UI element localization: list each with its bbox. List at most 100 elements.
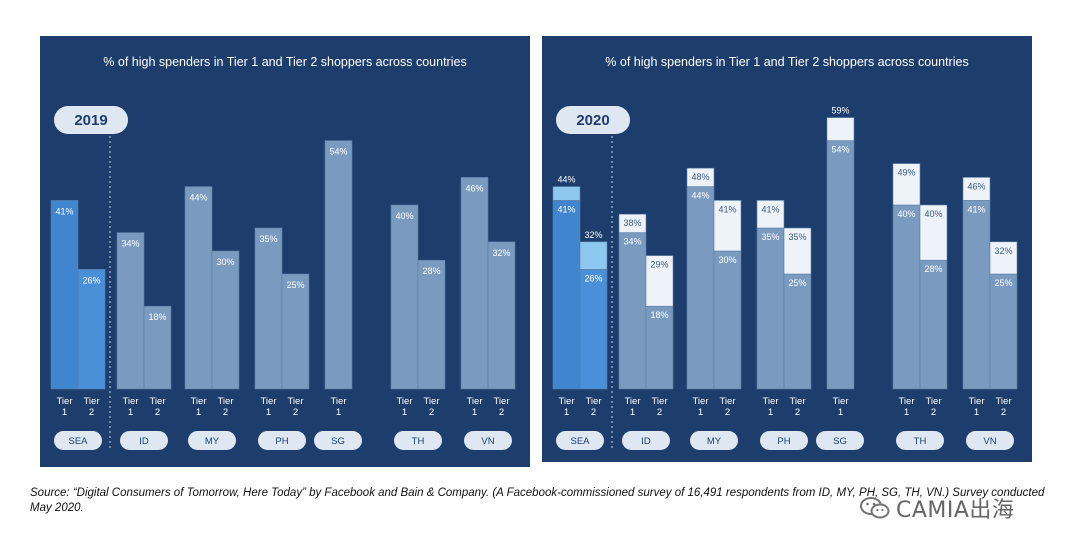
country-label-my-2019: MY — [205, 436, 220, 447]
tier-number-sea-tier2-2020: 2 — [591, 407, 596, 418]
bar-label-ph-tier1-2020: 41% — [761, 204, 779, 214]
bar-increase-my-tier2-2020 — [713, 200, 742, 252]
tier-number-my-tier1-2020: 1 — [698, 407, 703, 418]
country-label-sea-2020: SEA — [570, 436, 590, 447]
country-label-th-2019: TH — [412, 436, 425, 447]
country-pill-sg-2020 — [816, 431, 864, 450]
tier-label-ph-tier1-2020: Tier — [762, 396, 778, 407]
tier-number-id-tier2-2019: 2 — [155, 407, 160, 418]
bar-ph-tier1-2019 — [254, 227, 283, 390]
bar-label-my-tier2-2020: 41% — [718, 204, 736, 214]
tier-number-vn-tier1-2020: 1 — [974, 407, 979, 418]
bar-increase-vn-tier2-2020 — [989, 241, 1018, 275]
bar-label-sea-tier1-2019: 41% — [55, 206, 73, 216]
bar-2019-part-ph-tier2-2020 — [783, 273, 812, 390]
country-pill-th-2020 — [896, 431, 944, 450]
tier-number-ph-tier1-2019: 1 — [266, 407, 271, 418]
country-pill-th-2019 — [394, 431, 442, 450]
bar-label-th-tier1-2019: 40% — [395, 211, 413, 221]
tier-number-vn-tier2-2019: 2 — [499, 407, 504, 418]
bar-label-2019-sea-tier2-2020: 26% — [584, 273, 602, 283]
tier-label-th-tier1-2019: Tier — [396, 396, 412, 407]
watermark-text: CAMIA出海 — [896, 498, 1015, 523]
tier-label-id-tier2-2019: Tier — [149, 396, 165, 407]
tier-number-sea-tier2-2019: 2 — [89, 407, 94, 418]
chart-panel-2019: % of high spenders in Tier 1 and Tier 2 … — [40, 36, 530, 467]
country-pill-sea-2020 — [556, 431, 604, 450]
tier-label-vn-tier1-2019: Tier — [466, 396, 482, 407]
wechat-icon — [860, 497, 890, 519]
tier-number-sg-tier1-2020: 1 — [838, 407, 843, 418]
tier-number-ph-tier2-2020: 2 — [795, 407, 800, 418]
country-pill-my-2019 — [188, 431, 236, 450]
bar-label-id-tier1-2019: 34% — [121, 239, 139, 249]
bar-label-2019-sg-tier1-2020: 54% — [831, 145, 849, 155]
bar-increase-vn-tier1-2020 — [962, 177, 991, 201]
country-label-ph-2020: PH — [777, 436, 790, 447]
country-label-ph-2019: PH — [275, 436, 288, 447]
tier-label-my-tier1-2019: Tier — [190, 396, 206, 407]
source-note: Source: “Digital Consumers of Tomorrow, … — [30, 487, 1045, 514]
country-pill-ph-2019 — [258, 431, 306, 450]
bar-label-vn-tier1-2019: 46% — [465, 183, 483, 193]
tier-label-my-tier2-2020: Tier — [719, 396, 735, 407]
bar-label-2019-th-tier1-2020: 40% — [897, 209, 915, 219]
bar-my-tier1-2019 — [184, 186, 213, 390]
bar-label-sg-tier1-2019: 54% — [329, 147, 347, 157]
bar-2019-part-sg-tier1-2020 — [826, 140, 855, 390]
bar-vn-tier1-2019 — [460, 177, 489, 390]
bar-label-2019-ph-tier1-2020: 35% — [761, 232, 779, 242]
tier-label-sea-tier2-2020: Tier — [585, 396, 601, 407]
tier-number-my-tier2-2019: 2 — [223, 407, 228, 418]
bar-2019-part-id-tier2-2020 — [645, 305, 674, 390]
bar-2019-part-vn-tier1-2020 — [962, 200, 991, 390]
country-pill-vn-2019 — [464, 431, 512, 450]
bar-sea-tier2-2019 — [77, 269, 106, 390]
bar-increase-ph-tier1-2020 — [756, 200, 785, 229]
tier-number-my-tier2-2020: 2 — [725, 407, 730, 418]
chart-2019: % of high spenders in Tier 1 and Tier 2 … — [50, 55, 516, 451]
year-pill-2020 — [556, 106, 630, 134]
bar-label-my-tier1-2019: 44% — [189, 193, 207, 203]
tier-number-ph-tier1-2020: 1 — [768, 407, 773, 418]
bar-2019-part-th-tier1-2020 — [892, 204, 921, 390]
tier-number-my-tier1-2019: 1 — [196, 407, 201, 418]
bar-label-vn-tier1-2020: 46% — [967, 181, 985, 191]
country-label-sea-2019: SEA — [68, 436, 88, 447]
tier-label-vn-tier1-2020: Tier — [968, 396, 984, 407]
bar-increase-sea-tier1-2020 — [552, 186, 581, 201]
bar-2019-part-my-tier2-2020 — [713, 250, 742, 390]
bar-label-th-tier2-2020: 40% — [924, 209, 942, 219]
chart-2020: % of high spenders in Tier 1 and Tier 2 … — [552, 55, 1018, 451]
bar-label-ph-tier1-2019: 35% — [259, 234, 277, 244]
tier-number-id-tier1-2020: 1 — [630, 407, 635, 418]
bar-label-2019-id-tier1-2020: 34% — [623, 237, 641, 247]
tier-label-sg-tier1-2019: Tier — [330, 396, 346, 407]
tier-number-vn-tier2-2020: 2 — [1001, 407, 1006, 418]
bar-increase-th-tier1-2020 — [892, 163, 921, 206]
country-pill-sg-2019 — [314, 431, 362, 450]
bar-vn-tier2-2019 — [487, 241, 516, 390]
tier-number-th-tier2-2019: 2 — [429, 407, 434, 418]
country-label-my-2020: MY — [707, 436, 722, 447]
country-label-sg-2019: SG — [331, 436, 345, 447]
tier-label-sea-tier2-2019: Tier — [83, 396, 99, 407]
bar-2019-part-vn-tier2-2020 — [989, 273, 1018, 390]
tier-number-id-tier1-2019: 1 — [128, 407, 133, 418]
country-label-sg-2020: SG — [833, 436, 847, 447]
bar-label-th-tier2-2019: 28% — [422, 266, 440, 276]
tier-label-id-tier2-2020: Tier — [651, 396, 667, 407]
bar-increase-sea-tier2-2020 — [579, 241, 608, 270]
bar-label-ph-tier2-2019: 25% — [286, 280, 304, 290]
bar-label-sea-tier1-2020: 44% — [557, 175, 575, 185]
bar-label-id-tier2-2020: 29% — [650, 260, 668, 270]
bar-label-2019-th-tier2-2020: 28% — [924, 264, 942, 274]
year-label-2019: 2019 — [74, 112, 107, 129]
tier-label-id-tier1-2019: Tier — [122, 396, 138, 407]
bar-label-vn-tier2-2019: 32% — [492, 248, 510, 258]
tier-label-id-tier1-2020: Tier — [624, 396, 640, 407]
bar-th-tier1-2019 — [390, 204, 419, 390]
bar-label-2019-vn-tier1-2020: 41% — [967, 204, 985, 214]
bar-increase-ph-tier2-2020 — [783, 227, 812, 275]
tier-label-th-tier1-2020: Tier — [898, 396, 914, 407]
